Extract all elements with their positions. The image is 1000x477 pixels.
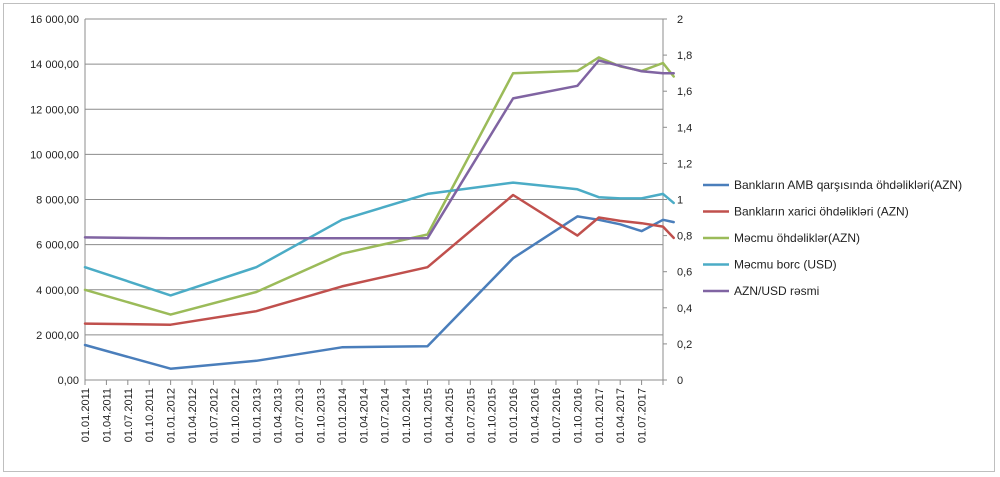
y-right-tick-label: 0,8 (677, 231, 692, 243)
x-tick-label: 01.01.2012 (166, 388, 178, 443)
x-tick-label: 01.10.2012 (230, 388, 242, 443)
y-right-tick-label: 1,6 (677, 86, 692, 98)
x-tick-label: 01.07.2016 (551, 388, 563, 443)
legend-label-5: AZN/USD rəsmi (734, 284, 819, 298)
series-line-4 (83, 181, 675, 297)
legend-label-3: Məcmu öhdəliklər(AZN) (734, 231, 860, 245)
y-left-tick-label: 0,00 (58, 375, 79, 387)
series-line-1 (83, 215, 675, 370)
x-tick-label: 01.10.2016 (572, 388, 584, 443)
y-right-tick-label: 1 (677, 195, 683, 207)
legend-label-4: Məcmu borc (USD) (734, 258, 837, 272)
x-tick-label: 01.04.2017 (615, 388, 627, 443)
x-tick-label: 01.07.2017 (637, 388, 649, 443)
series-line-2 (83, 193, 675, 326)
y-right-tick-label: 1,8 (677, 50, 692, 62)
x-tick-label: 01.04.2014 (358, 388, 370, 443)
x-tick-label: 01.07.2011 (123, 388, 135, 442)
x-tick-label: 01.04.2013 (273, 388, 285, 443)
y-left-tick-label: 4 000,00 (36, 285, 79, 297)
y-left-tick-label: 10 000,00 (30, 149, 79, 161)
y-left-tick-label: 2 000,00 (36, 330, 79, 342)
x-tick-label: 01.10.2014 (401, 388, 413, 443)
x-tick-label: 01.04.2012 (187, 388, 199, 443)
x-tick-label: 01.04.2016 (530, 388, 542, 443)
x-tick-label: 01.10.2015 (487, 388, 499, 443)
y-left-tick-label: 12 000,00 (30, 104, 79, 116)
y-right-tick-label: 0 (677, 375, 683, 387)
x-tick-label: 01.01.2013 (251, 388, 263, 443)
x-tick-label: 01.07.2014 (380, 388, 392, 443)
x-tick-label: 01.01.2016 (508, 388, 520, 443)
series-line-3 (83, 56, 675, 316)
x-tick-label: 01.04.2011 (101, 388, 113, 442)
x-tick-label: 01.10.2011 (144, 388, 156, 442)
series-line-5 (83, 59, 675, 240)
y-left-tick-label: 6 000,00 (36, 240, 79, 252)
y-right-tick-label: 1,2 (677, 158, 692, 170)
y-right-tick-label: 2 (677, 14, 683, 26)
x-tick-label: 01.07.2015 (465, 388, 477, 443)
x-tick-label: 01.04.2015 (444, 388, 456, 443)
x-tick-label: 01.10.2013 (315, 388, 327, 443)
y-right-tick-label: 0,6 (677, 267, 692, 279)
x-tick-label: 01.01.2017 (594, 388, 606, 443)
x-tick-label: 01.01.2014 (337, 388, 349, 443)
y-left-tick-label: 16 000,00 (30, 14, 79, 26)
legend-label-2: Bankların xarici öhdəlikləri (AZN) (734, 205, 909, 219)
legend-label-1: Bankların AMB qarşısında öhdəlikləri(AZN… (734, 178, 962, 192)
y-right-tick-label: 0,2 (677, 339, 692, 351)
y-right-tick-label: 0,4 (677, 303, 692, 315)
x-tick-label: 01.01.2015 (423, 388, 435, 443)
y-left-tick-label: 14 000,00 (30, 59, 79, 71)
x-tick-label: 01.01.2011 (80, 388, 92, 442)
y-left-tick-label: 8 000,00 (36, 195, 79, 207)
x-tick-label: 01.07.2013 (294, 388, 306, 443)
x-tick-label: 01.07.2012 (208, 388, 220, 443)
y-right-tick-label: 1,4 (677, 122, 692, 134)
